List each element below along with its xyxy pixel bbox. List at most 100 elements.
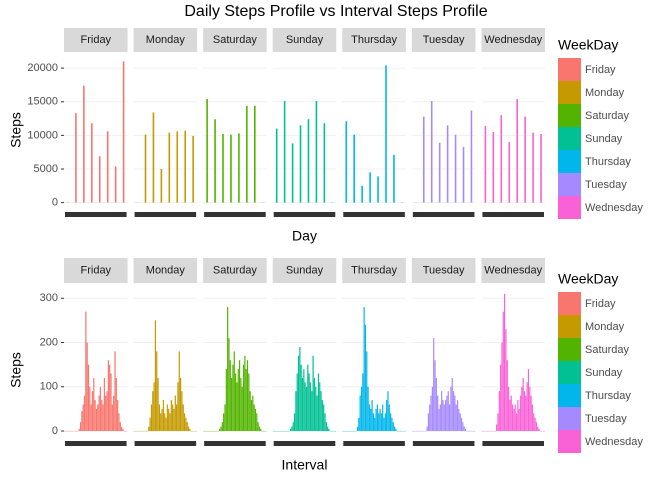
bar bbox=[504, 294, 505, 431]
bar bbox=[439, 143, 441, 203]
bar bbox=[373, 413, 374, 431]
legend-label: Thursday bbox=[585, 156, 631, 168]
bar bbox=[307, 365, 308, 431]
bar bbox=[499, 391, 500, 431]
x-tick-labels-blob bbox=[482, 212, 544, 217]
bar bbox=[370, 409, 371, 431]
bar bbox=[246, 369, 247, 431]
bar bbox=[117, 400, 118, 431]
bar bbox=[345, 121, 347, 202]
strip-label: Friday bbox=[81, 34, 112, 46]
bar bbox=[294, 413, 295, 431]
bar bbox=[169, 133, 171, 203]
bar bbox=[228, 338, 229, 431]
bar bbox=[316, 101, 318, 203]
x-tick-labels-blob bbox=[274, 212, 336, 217]
y-tick-label: 100 bbox=[40, 381, 58, 393]
bar bbox=[248, 374, 249, 432]
x-tick-labels-blob bbox=[274, 441, 336, 446]
x-axis-title: Interval bbox=[282, 457, 328, 473]
panel bbox=[481, 54, 545, 210]
bar bbox=[500, 365, 501, 431]
bar bbox=[461, 418, 462, 431]
strip-label: Tuesday bbox=[423, 264, 465, 276]
bar bbox=[240, 378, 241, 431]
bar bbox=[251, 400, 252, 431]
bar bbox=[517, 400, 518, 431]
bar bbox=[381, 413, 382, 431]
legend-key bbox=[558, 338, 581, 361]
bar bbox=[324, 413, 325, 431]
bar bbox=[116, 378, 117, 431]
bar bbox=[104, 378, 105, 431]
bar bbox=[92, 391, 93, 431]
legend-key bbox=[558, 196, 581, 219]
bar bbox=[260, 429, 261, 431]
legend-label: Thursday bbox=[585, 390, 631, 402]
bar bbox=[532, 133, 534, 203]
bar bbox=[163, 400, 164, 431]
bar bbox=[175, 396, 176, 431]
bar bbox=[309, 374, 310, 432]
y-tick-label: 10000 bbox=[27, 129, 58, 141]
strip-label: Thursday bbox=[351, 34, 397, 46]
bar bbox=[176, 404, 177, 431]
bar bbox=[293, 422, 294, 431]
bar bbox=[83, 404, 84, 431]
bar bbox=[369, 172, 371, 202]
bar bbox=[79, 429, 80, 431]
bar bbox=[447, 125, 449, 202]
bar bbox=[159, 404, 160, 431]
y-tick-label: 20000 bbox=[27, 62, 58, 74]
legend-label: Sunday bbox=[585, 367, 623, 379]
legend-title: WeekDay bbox=[558, 37, 618, 53]
bar bbox=[153, 113, 155, 203]
bar bbox=[423, 117, 425, 203]
bar bbox=[156, 351, 157, 431]
bar bbox=[169, 413, 170, 431]
bar bbox=[449, 404, 450, 431]
bar bbox=[327, 427, 328, 431]
bar bbox=[145, 135, 147, 203]
bar bbox=[155, 320, 156, 431]
bar bbox=[189, 429, 190, 431]
bar bbox=[429, 404, 430, 431]
bar bbox=[516, 99, 518, 203]
bar bbox=[371, 400, 372, 431]
bar bbox=[177, 382, 178, 431]
bar bbox=[109, 365, 110, 431]
bar bbox=[540, 134, 542, 203]
bar bbox=[148, 427, 149, 431]
bar bbox=[501, 343, 502, 432]
bar bbox=[366, 351, 367, 431]
legend-key bbox=[558, 150, 581, 173]
strip-label: Friday bbox=[81, 264, 112, 276]
panel bbox=[342, 54, 406, 210]
bar bbox=[222, 422, 223, 431]
bar bbox=[227, 307, 228, 431]
bar bbox=[118, 413, 119, 431]
bar bbox=[173, 409, 174, 431]
bar bbox=[445, 400, 446, 431]
bar bbox=[299, 347, 300, 431]
bar bbox=[456, 404, 457, 431]
bar bbox=[441, 391, 442, 431]
bar bbox=[171, 400, 172, 431]
bar bbox=[395, 429, 396, 431]
bar bbox=[91, 404, 92, 431]
bar bbox=[284, 101, 286, 203]
bar bbox=[206, 99, 208, 203]
panel bbox=[64, 54, 128, 210]
bar bbox=[361, 387, 362, 431]
bar bbox=[256, 413, 257, 431]
bar bbox=[172, 404, 173, 431]
bar bbox=[152, 391, 153, 431]
bar bbox=[290, 429, 291, 431]
bar bbox=[379, 409, 380, 431]
bar bbox=[107, 131, 109, 202]
bar bbox=[440, 404, 441, 431]
bar bbox=[493, 132, 495, 203]
bar bbox=[259, 427, 260, 431]
bar bbox=[525, 396, 526, 431]
strip-label: Saturday bbox=[213, 264, 258, 276]
